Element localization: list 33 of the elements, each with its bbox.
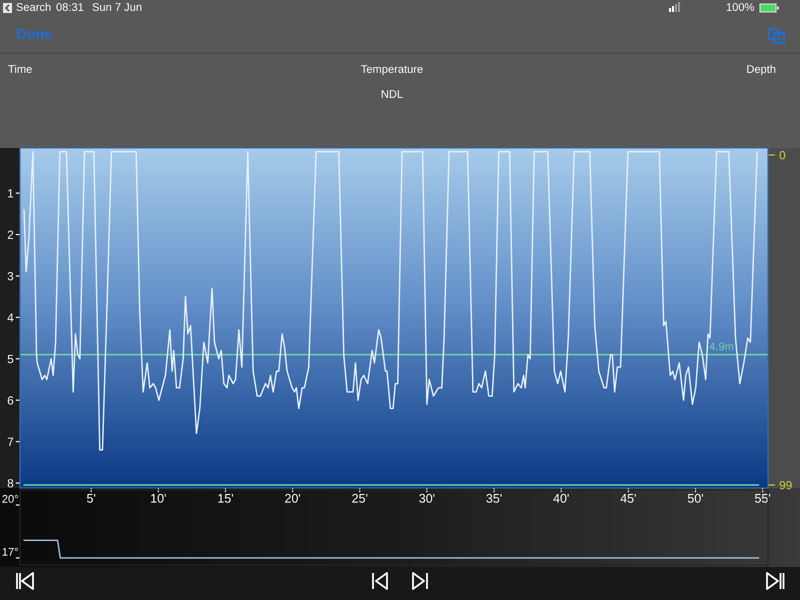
ref-line-label: 4.9m: [710, 342, 734, 350]
text: Time: [8, 64, 32, 73]
text: Depth: [747, 64, 776, 76]
text: NDL: [382, 90, 403, 98]
y-tick-label: 20°: [2, 494, 18, 503]
text: Sun 7 Jun: [92, 3, 142, 11]
y-tick-label: 17°: [2, 548, 18, 556]
text: 100%: [726, 3, 754, 11]
y-tick-label: 7: [8, 438, 14, 446]
x-tick-label: 30': [419, 494, 434, 503]
x-tick-label: 40': [553, 494, 569, 503]
y2-tick-label: 0: [780, 151, 786, 160]
y-tick-label: 1: [8, 189, 14, 198]
text: Done: [16, 28, 52, 39]
y-tick-label: 3: [8, 272, 14, 280]
x-tick-label: 5': [87, 494, 96, 503]
x-tick-label: 25': [352, 494, 368, 503]
x-tick-label: 55': [754, 494, 770, 503]
y-tick-label: 6: [8, 396, 14, 405]
y-tick-label: 2: [8, 230, 14, 239]
text: Temperature: [361, 65, 423, 76]
x-tick-label: 20': [285, 494, 300, 503]
y-tick-label: 8: [8, 479, 14, 488]
y-tick-label: 5: [8, 354, 14, 364]
text: Search: [16, 2, 50, 11]
y-tick-label: 4: [7, 314, 14, 322]
y2-tick-label: 99: [780, 481, 792, 490]
x-tick-label: 35': [486, 494, 502, 503]
x-tick-label: 50': [688, 494, 703, 503]
x-tick-label: 45': [620, 494, 636, 503]
text: 08:31: [56, 3, 84, 11]
x-tick-label: 10': [151, 494, 166, 503]
x-tick-label: 15': [218, 494, 233, 503]
